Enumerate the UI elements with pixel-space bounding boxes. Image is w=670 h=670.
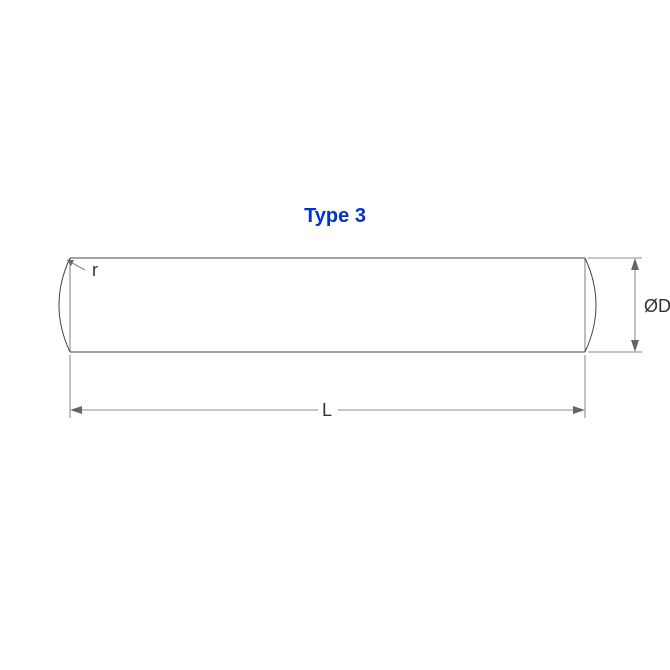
diameter-label: ØD xyxy=(644,296,670,316)
diagram-title: Type 3 xyxy=(0,205,670,228)
pin-body xyxy=(59,258,596,352)
length-dimension: L xyxy=(70,355,585,420)
type3-pin-diagram: r L ØD xyxy=(0,240,670,460)
length-label: L xyxy=(322,400,332,420)
radius-label: r xyxy=(92,260,98,280)
diameter-dimension: ØD xyxy=(588,258,670,352)
radius-dimension: r xyxy=(67,260,98,280)
